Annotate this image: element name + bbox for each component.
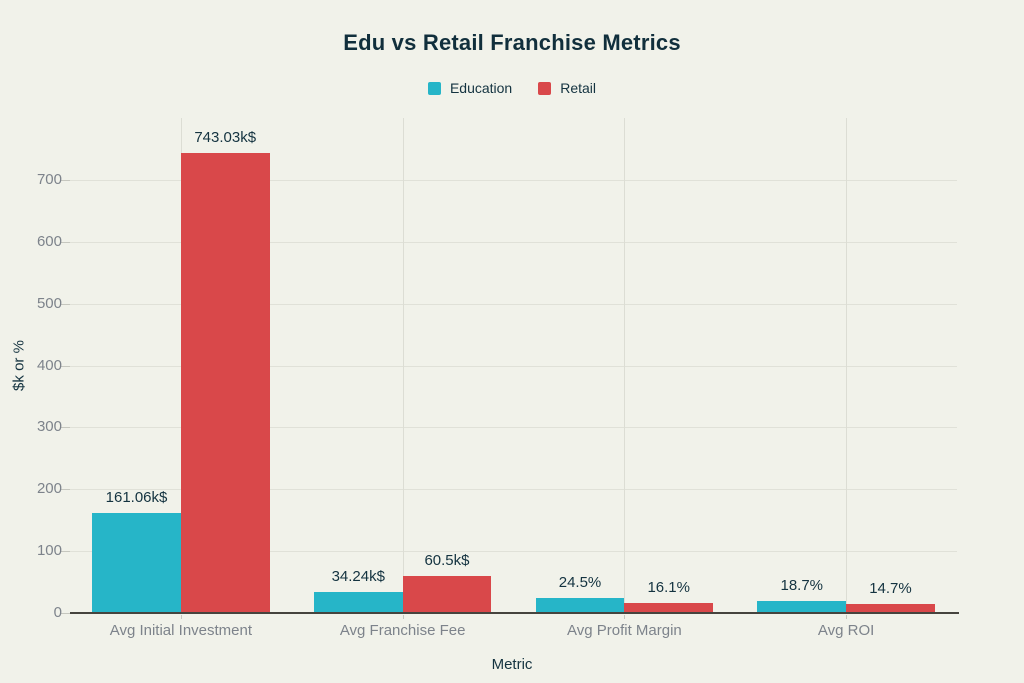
chart-legend: Education Retail bbox=[0, 80, 1024, 96]
y-axis-tick bbox=[61, 365, 70, 367]
x-axis-tick bbox=[624, 615, 626, 619]
y-tick-label: 700 bbox=[36, 170, 62, 188]
gridline-horizontal bbox=[70, 427, 957, 429]
bar-value-label: 60.5k$ bbox=[424, 551, 470, 569]
bar-education-3 bbox=[535, 597, 625, 613]
y-axis-tick bbox=[61, 551, 70, 553]
legend-label-retail: Retail bbox=[560, 80, 597, 96]
education-swatch-icon bbox=[427, 81, 441, 95]
bar-value-label: 16.1% bbox=[647, 579, 690, 597]
gridline-horizontal bbox=[70, 303, 957, 305]
x-tick-label: Avg ROI bbox=[817, 622, 875, 639]
y-axis-tick bbox=[61, 427, 70, 429]
x-tick-label: Avg Initial Investment bbox=[109, 622, 253, 639]
x-tick-label: Avg Franchise Fee bbox=[339, 622, 466, 639]
x-tick-label: Avg Profit Margin bbox=[566, 622, 682, 639]
gridline-horizontal bbox=[70, 489, 957, 491]
y-axis-tick bbox=[61, 613, 70, 614]
bar-education-4 bbox=[757, 601, 847, 613]
y-tick-label: 200 bbox=[36, 480, 62, 498]
legend-label-education: Education bbox=[449, 80, 513, 96]
legend-item-retail: Retail bbox=[538, 80, 596, 96]
gridline-vertical bbox=[402, 118, 404, 613]
legend-item-education: Education bbox=[427, 80, 513, 96]
y-axis-tick bbox=[61, 303, 70, 305]
gridline-horizontal bbox=[70, 179, 957, 181]
bar-retail-4 bbox=[846, 603, 935, 613]
bar-retail-2 bbox=[402, 575, 492, 613]
y-tick-label: 500 bbox=[36, 294, 62, 312]
chart-title: Edu vs Retail Franchise Metrics bbox=[343, 30, 681, 55]
x-axis-tick bbox=[180, 615, 182, 619]
x-axis-line bbox=[70, 612, 959, 614]
gridline-horizontal bbox=[70, 365, 957, 367]
x-axis-title: Metric bbox=[491, 656, 533, 673]
y-tick-label: 300 bbox=[36, 418, 62, 436]
y-tick-label: 600 bbox=[36, 232, 62, 250]
y-tick-label: 100 bbox=[36, 542, 62, 560]
bar-education-2 bbox=[313, 591, 403, 613]
x-axis-tick bbox=[402, 615, 404, 619]
y-axis-tick bbox=[61, 489, 70, 491]
y-tick-label: 400 bbox=[36, 356, 62, 374]
bar-retail-3 bbox=[624, 603, 714, 613]
x-axis-tick bbox=[846, 615, 848, 619]
gridline-vertical bbox=[846, 118, 848, 613]
y-tick-label: 0 bbox=[53, 604, 62, 621]
gridline-vertical bbox=[624, 118, 626, 613]
bar-value-label: 18.7% bbox=[780, 577, 824, 595]
bar-value-label: 14.7% bbox=[869, 579, 912, 597]
y-axis-tick bbox=[61, 241, 70, 243]
bar-education-1 bbox=[92, 513, 181, 613]
bar-value-label: 161.06k$ bbox=[105, 489, 168, 507]
bar-value-label: 24.5% bbox=[558, 573, 602, 591]
y-axis-tick bbox=[61, 179, 70, 181]
gridline-horizontal bbox=[70, 241, 957, 243]
bar-value-label: 34.24k$ bbox=[331, 567, 385, 585]
bar-retail-1 bbox=[180, 153, 270, 613]
retail-swatch-icon bbox=[538, 81, 552, 95]
bar-value-label: 743.03k$ bbox=[194, 129, 257, 147]
gridline-horizontal bbox=[70, 551, 957, 553]
